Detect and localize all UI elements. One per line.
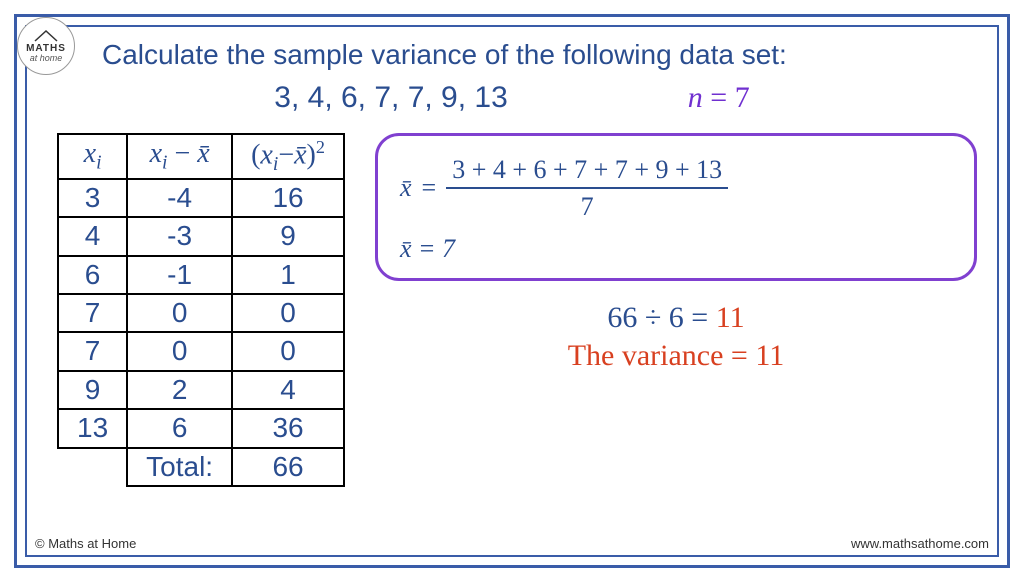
total-label: Total: (127, 448, 232, 486)
mean-denominator: 7 (581, 189, 594, 222)
table-cell: 0 (232, 294, 344, 332)
calc-table-wrap: xi xi − x̄ (xi−x̄)2 3-4164-396-117007009… (57, 133, 345, 487)
mean-fraction-row: x̄ = 3 + 4 + 6 + 7 + 7 + 9 + 13 7 (400, 154, 952, 222)
total-row: Total:66 (58, 448, 344, 486)
total-value: 66 (232, 448, 344, 486)
table-cell: -4 (127, 179, 232, 217)
table-cell: -3 (127, 217, 232, 255)
mean-result: x̄ = 7 (400, 234, 952, 264)
footer-url: www.mathsathome.com (851, 536, 989, 551)
result-area: 66 ÷ 6 = 11 The variance = 11 (375, 301, 977, 373)
th-sq: (xi−x̄)2 (232, 134, 344, 179)
th-diff: xi − x̄ (127, 134, 232, 179)
table-cell: 7 (58, 294, 127, 332)
n-val: 7 (735, 81, 750, 114)
th-xi: xi (58, 134, 127, 179)
n-var: n (688, 81, 703, 114)
table-cell: 36 (232, 409, 344, 447)
table-cell: 4 (232, 371, 344, 409)
mean-eq: = (422, 173, 437, 203)
table-cell: 9 (58, 371, 127, 409)
division-ans: 11 (716, 301, 745, 334)
division-expr: 66 ÷ 6 = (607, 301, 715, 334)
mean-fraction: 3 + 4 + 6 + 7 + 7 + 9 + 13 7 (446, 154, 728, 222)
division-line: 66 ÷ 6 = 11 (375, 301, 977, 335)
inner-frame: MATHS at home Calculate the sample varia… (25, 25, 999, 557)
table-cell: 9 (232, 217, 344, 255)
table-cell: 0 (232, 332, 344, 370)
table-cell: -1 (127, 256, 232, 294)
n-equation: n = 7 (688, 81, 750, 115)
table-row: 700 (58, 294, 344, 332)
outer-frame: MATHS at home Calculate the sample varia… (14, 14, 1010, 568)
table-cell: 6 (58, 256, 127, 294)
table-row: 3-416 (58, 179, 344, 217)
n-eq-sign: = (710, 81, 727, 114)
logo-text-2: at home (30, 54, 63, 63)
total-blank (58, 448, 127, 486)
table-cell: 13 (58, 409, 127, 447)
variance-line: The variance = 11 (375, 339, 977, 373)
data-set: 3, 4, 6, 7, 7, 9, 13 (274, 81, 508, 115)
mean-box: x̄ = 3 + 4 + 6 + 7 + 7 + 9 + 13 7 x̄ = 7 (375, 133, 977, 281)
page-title: Calculate the sample variance of the fol… (102, 39, 977, 71)
table-cell: 16 (232, 179, 344, 217)
footer-copyright: © Maths at Home (35, 536, 136, 551)
table-row: 13636 (58, 409, 344, 447)
table-cell: 3 (58, 179, 127, 217)
mean-numerator: 3 + 4 + 6 + 7 + 7 + 9 + 13 (446, 154, 728, 189)
table-cell: 0 (127, 294, 232, 332)
table-row: 700 (58, 332, 344, 370)
data-row: 3, 4, 6, 7, 7, 9, 13 n = 7 (47, 81, 977, 115)
right-column: x̄ = 3 + 4 + 6 + 7 + 7 + 9 + 13 7 x̄ = 7… (375, 133, 977, 373)
xbar-symbol: x̄ (400, 173, 412, 203)
content-row: xi xi − x̄ (xi−x̄)2 3-4164-396-117007009… (47, 133, 977, 487)
table-cell: 6 (127, 409, 232, 447)
table-cell: 2 (127, 371, 232, 409)
table-cell: 1 (232, 256, 344, 294)
logo-badge: MATHS at home (17, 17, 75, 75)
table-row: 924 (58, 371, 344, 409)
table-cell: 7 (58, 332, 127, 370)
table-row: 4-39 (58, 217, 344, 255)
house-icon (33, 29, 59, 43)
table-cell: 0 (127, 332, 232, 370)
calc-table: xi xi − x̄ (xi−x̄)2 3-4164-396-117007009… (57, 133, 345, 487)
table-cell: 4 (58, 217, 127, 255)
table-row: 6-11 (58, 256, 344, 294)
